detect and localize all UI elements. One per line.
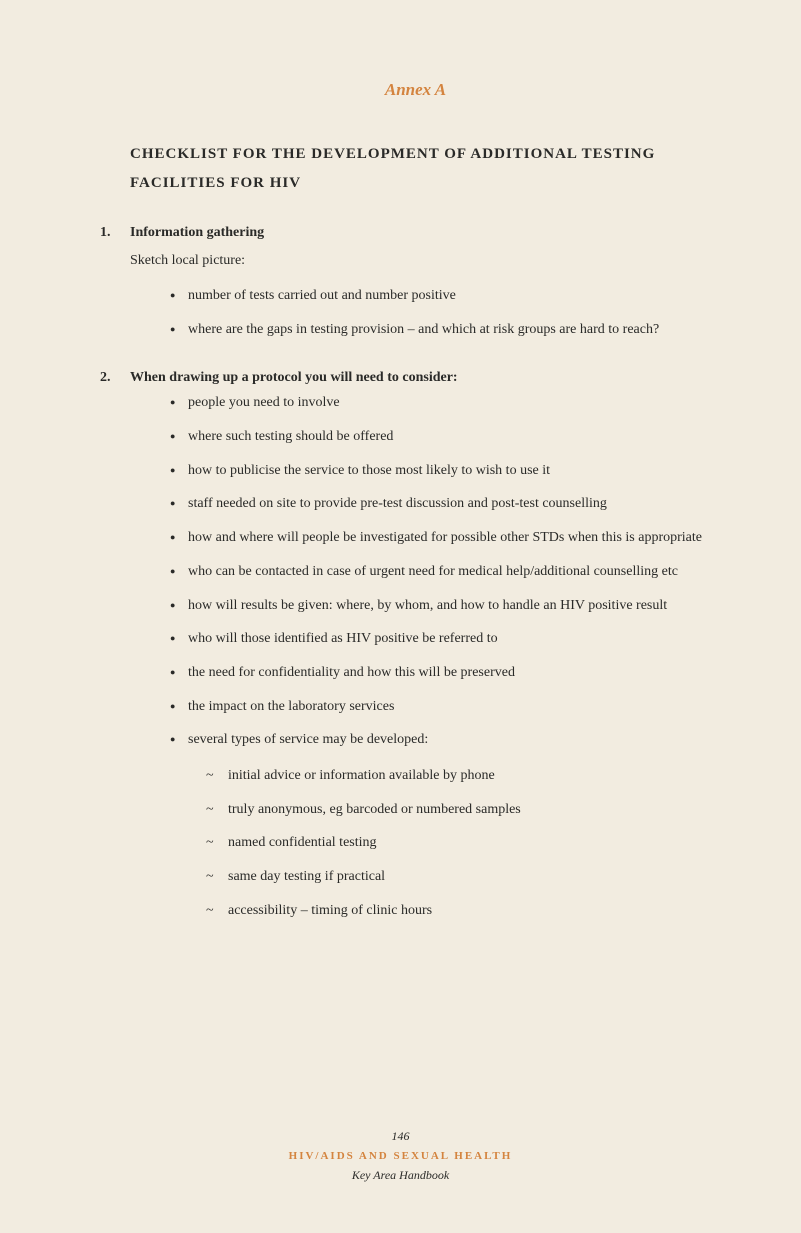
bullet-list: number of tests carried out and number p… (170, 279, 731, 346)
footer-org: HIV/AIDS AND SEXUAL HEALTH (0, 1150, 801, 1162)
section-title: When drawing up a protocol you will need… (130, 370, 458, 386)
bullet-text: several types of service may be develope… (188, 732, 428, 747)
section-1: 1. Information gathering Sketch local pi… (100, 225, 731, 346)
sub-item: accessibility – timing of clinic hours (206, 894, 731, 928)
bullet-item: where such testing should be offered (170, 420, 731, 454)
bullet-item: the need for confidentiality and how thi… (170, 656, 731, 690)
section-number: 1. (100, 225, 130, 241)
bullet-item: how and where will people be investigate… (170, 521, 731, 555)
page-number: 146 (0, 1129, 801, 1144)
sub-item: initial advice or information available … (206, 759, 731, 793)
footer-subtitle: Key Area Handbook (0, 1168, 801, 1183)
bullet-item: where are the gaps in testing provision … (170, 313, 731, 347)
bullet-item: several types of service may be develope… (170, 723, 731, 933)
bullet-item: staff needed on site to provide pre-test… (170, 487, 731, 521)
main-heading: CHECKLIST FOR THE DEVELOPMENT OF ADDITIO… (130, 140, 731, 197)
bullet-item: how to publicise the service to those mo… (170, 454, 731, 488)
sub-item: named confidential testing (206, 826, 731, 860)
section-2: 2. When drawing up a protocol you will n… (100, 370, 731, 933)
bullet-item: the impact on the laboratory services (170, 690, 731, 724)
sub-item: same day testing if practical (206, 860, 731, 894)
sub-list: initial advice or information available … (206, 759, 731, 927)
annex-title: Annex A (100, 80, 731, 100)
section-number: 2. (100, 370, 130, 386)
bullet-item: who can be contacted in case of urgent n… (170, 555, 731, 589)
section-intro: Sketch local picture: (130, 253, 731, 269)
bullet-list: people you need to involve where such te… (170, 386, 731, 933)
sub-item: truly anonymous, eg barcoded or numbered… (206, 793, 731, 827)
bullet-item: how will results be given: where, by who… (170, 589, 731, 623)
bullet-item: people you need to involve (170, 386, 731, 420)
bullet-item: who will those identified as HIV positiv… (170, 622, 731, 656)
section-title: Information gathering (130, 225, 264, 241)
bullet-item: number of tests carried out and number p… (170, 279, 731, 313)
page-footer: 146 HIV/AIDS AND SEXUAL HEALTH Key Area … (0, 1129, 801, 1183)
